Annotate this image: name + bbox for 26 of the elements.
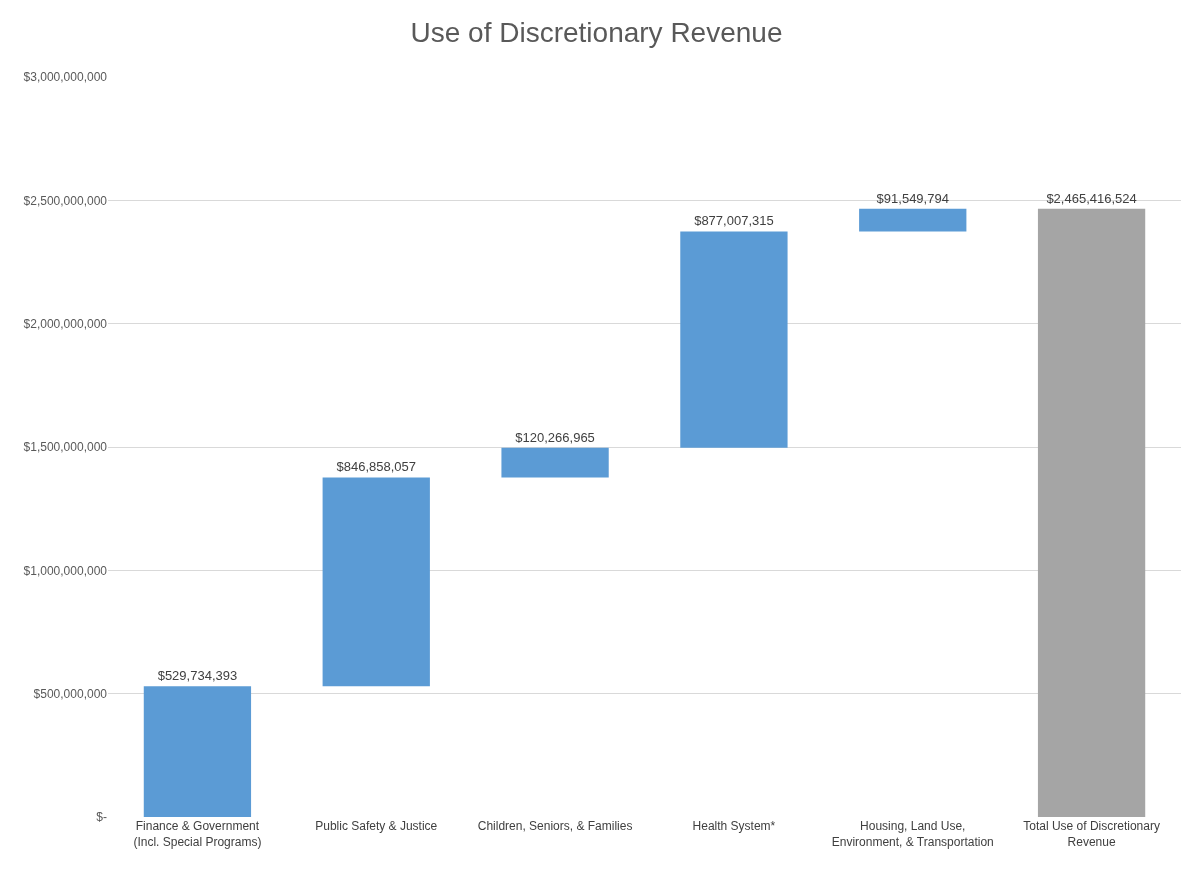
data-label: $120,266,965 <box>515 429 595 445</box>
y-tick-label: $- <box>96 810 107 825</box>
bar <box>680 231 788 448</box>
chart-title: Use of Discretionary Revenue <box>410 16 783 48</box>
bar <box>322 477 430 687</box>
y-tick-label: $3,000,000,000 <box>23 70 108 85</box>
data-label: $2,465,416,524 <box>1046 190 1137 206</box>
x-tick-label: Finance & Government (Incl. Special Programs) <box>133 819 262 849</box>
y-tick-label: $1,000,000,000 <box>23 563 108 578</box>
bar <box>859 208 967 232</box>
y-tick-label: $2,500,000,000 <box>23 193 108 208</box>
x-tick-label: Housing, Land Use, Environment, & Transportation <box>831 819 994 849</box>
bar <box>143 686 252 817</box>
data-label: $91,549,794 <box>876 190 949 206</box>
data-label: $877,007,315 <box>694 213 774 229</box>
y-tick-label: $500,000,000 <box>33 686 108 701</box>
x-tick-label: Children, Seniors, & Families <box>477 819 633 833</box>
x-tick-label: Public Safety & Justice <box>315 819 438 833</box>
bar <box>1037 208 1146 817</box>
y-tick-label: $2,000,000,000 <box>23 316 108 331</box>
y-tick-label: $1,500,000,000 <box>23 440 108 455</box>
x-tick-label: Health System* <box>692 819 776 833</box>
data-label: $529,734,393 <box>157 668 238 684</box>
x-tick-label: Total Use of Discretionary Revenue <box>1023 819 1160 849</box>
bar <box>501 447 609 478</box>
data-label: $846,858,057 <box>336 459 417 475</box>
